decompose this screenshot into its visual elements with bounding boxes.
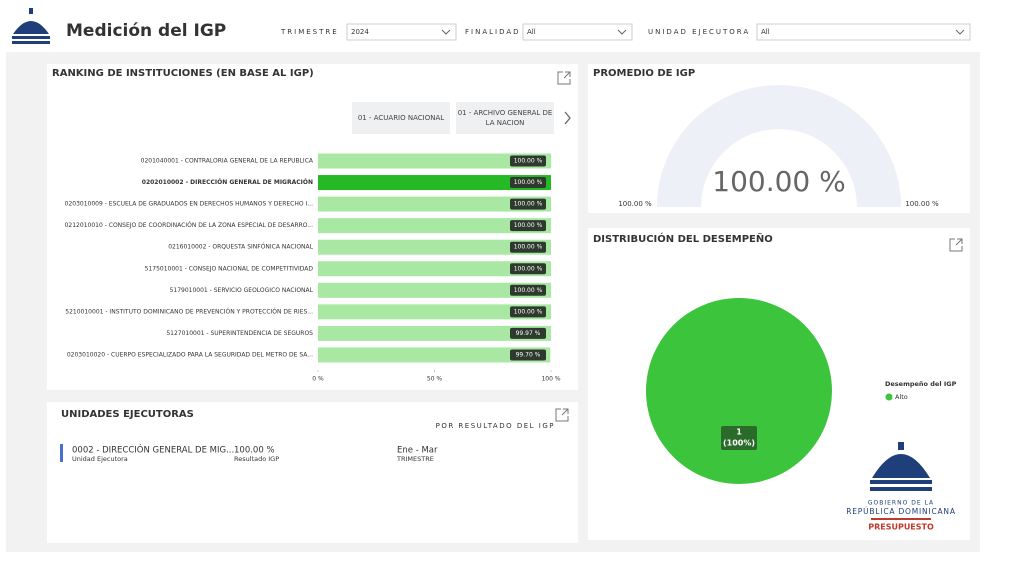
dropdown-value: All [761,28,770,36]
value-label: 100.00 % [514,179,543,186]
data-label: 1 [736,428,742,437]
row-name: 0002 - DIRECCIÓN GENERAL DE MIG... [72,444,234,456]
row-marker [60,444,63,462]
category-label: 5175010001 - CONSEJO NACIONAL DE COMPETI… [145,265,314,272]
value-label-bg [510,198,546,210]
category-label: 0216010002 - ORQUESTA SINFÓNICA NACIONAL [168,244,313,251]
value-label: 100.00 % [514,222,543,229]
legend-title: Desempeño del IGP [885,380,957,388]
filter-label: TRIMESTRE [280,28,339,36]
legend-swatch [885,393,893,401]
logo-text: REPÚBLICA DOMINICANA [846,507,956,516]
value-label: 100.00 % [514,201,543,208]
bar [318,239,551,255]
logo-text: GOBIERNO DE LA [868,500,934,507]
value-label: 100.00 % [514,244,543,251]
value-label-bg [510,263,546,275]
row-caption: TRIMESTRE [396,455,434,463]
filter-label: FINALIDAD [465,28,521,36]
x-tick-label: 50 % [427,376,443,383]
value-label: 100.00 % [514,308,543,315]
logo-base [870,480,932,484]
filter-label: UNIDAD EJECUTORA [648,28,750,36]
dropdown-arrow [441,29,451,35]
dropdown[interactable] [346,23,457,41]
title: Medición del IGP [66,21,226,41]
gauge-value: 100.00 % [712,165,845,198]
bar [318,304,551,320]
expand-icon[interactable] [557,71,571,85]
dropdown-arrow [617,29,627,35]
row-caption: Unidad Ejecutora [72,455,128,463]
bar [318,175,551,191]
dropdown-value: 2024 [351,28,369,36]
value-label: 100.00 % [514,265,543,272]
bar [318,347,551,363]
x-tick-label: 0 % [312,376,324,383]
value-label-bg [510,177,546,189]
category-label: 0201040001 - CONTRALORIA GENERAL DE LA R… [141,158,314,165]
logo-top [898,442,904,450]
bar [318,196,551,212]
dropdown-arrow [955,29,965,35]
expand-icon[interactable] [555,408,569,422]
panel-title: RANKING DE INSTITUCIONES (EN BASE AL IGP… [52,68,314,79]
dropdown[interactable] [756,23,971,41]
panel [47,402,578,543]
logo-rule [871,518,931,520]
value-label-bg [510,306,546,318]
legend-label: Alto [895,393,908,401]
category-label: 0203010009 - ESCUELA DE GRADUADOS EN DER… [65,201,313,208]
category-label: 0203010020 - CUERPO ESPECIALIZADO PARA L… [67,351,313,358]
bar [318,218,551,234]
bar [318,282,551,298]
value-label-bg [510,284,546,296]
tab[interactable]: 01 - ARCHIVO GENERAL DE LA NACION [456,102,554,134]
logo-base [870,487,932,491]
panel-title: PROMEDIO DE IGP [593,68,695,79]
category-label: 0212010010 - CONSEJO DE COORDINACIÓN DE … [65,222,313,229]
tab[interactable]: 01 - ACUARIO NACIONAL [352,102,450,134]
bar [318,261,551,277]
category-label: 5210010001 - INSTITUTO DOMINICANO DE PRE… [65,308,313,315]
value-label: 100.00 % [514,158,543,165]
value-label: 99.70 % [516,351,541,358]
value-label: 99.97 % [516,330,541,337]
x-tick-label: 100 % [541,376,560,383]
category-label: 5179010001 - SERVICIO GEOLOGICO NACIONAL [170,287,314,294]
value-label: 100.00 % [514,287,543,294]
gauge-max: 100.00 % [905,200,939,208]
row-caption: Resultado IGP [234,455,279,463]
value-label-bg [510,241,546,253]
bar [318,325,551,341]
expand-icon[interactable] [949,238,963,252]
next-arrow[interactable] [564,111,571,125]
pie-slice [646,298,832,484]
panel-title: DISTRIBUCIÓN DEL DESEMPEÑO [593,232,773,245]
value-label-bg [510,349,546,361]
logo-dome [872,454,930,478]
value-label-bg [510,155,546,167]
panel-title: UNIDADES EJECUTORAS [61,409,194,420]
dropdown-value: All [527,28,536,36]
category-label: 0202010002 - DIRECCIÓN GENERAL DE MIGRAC… [142,179,313,186]
row-result: 100.00 % [234,446,275,456]
category-label: 5127010001 - SUPERINTENDENCIA DE SEGUROS [166,330,313,337]
data-label: (100%) [723,439,755,448]
gauge-fill [657,85,901,207]
data-label-bg [721,426,757,450]
panel-subtitle: POR RESULTADO DEL IGP [436,422,555,430]
logo-text: PRESUPUESTO [868,523,934,532]
value-label-bg [510,220,546,232]
value-label-bg [510,327,546,339]
gauge-min: 100.00 % [618,200,652,208]
dropdown[interactable] [522,23,633,41]
bar [318,153,551,169]
row-period: Ene - Mar [397,446,438,456]
header-logo [12,8,50,44]
